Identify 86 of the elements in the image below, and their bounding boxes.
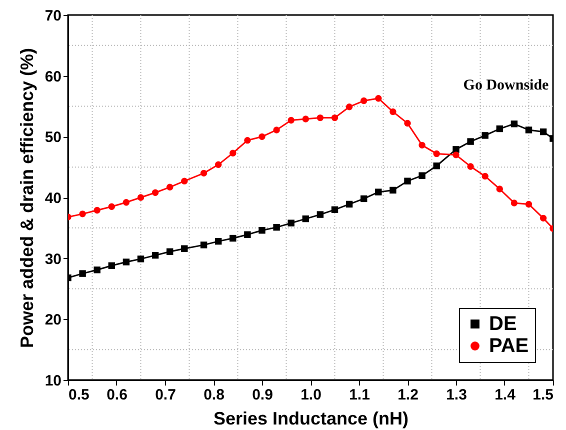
point bbox=[108, 203, 116, 210]
point bbox=[230, 150, 236, 156]
x-tick-label: 1.2 bbox=[398, 386, 418, 404]
x-tick-label: 1.5 bbox=[532, 386, 554, 404]
point bbox=[214, 161, 222, 168]
annotation: Go Downside bbox=[463, 77, 550, 94]
point bbox=[258, 226, 266, 234]
x-tick-label: 1.3 bbox=[446, 386, 467, 404]
x-tick-label: 0.6 bbox=[106, 386, 128, 404]
point bbox=[360, 97, 368, 104]
x-tick-label: 1.0 bbox=[300, 386, 322, 404]
point bbox=[540, 214, 547, 222]
legend-label: PAE bbox=[489, 335, 529, 357]
point bbox=[122, 258, 130, 266]
point bbox=[200, 170, 208, 177]
point bbox=[108, 262, 116, 269]
point bbox=[152, 252, 159, 259]
x-tick-label: 0.9 bbox=[252, 386, 273, 404]
point bbox=[244, 231, 251, 238]
point bbox=[346, 104, 353, 110]
point bbox=[166, 184, 174, 191]
point bbox=[540, 128, 547, 136]
y-axis-title: Power added & drain efficiency (%) bbox=[16, 48, 37, 348]
point bbox=[346, 200, 353, 208]
point bbox=[137, 194, 144, 201]
point bbox=[94, 206, 100, 214]
point bbox=[288, 220, 294, 226]
point bbox=[404, 178, 411, 184]
x-tick-label: 1.4 bbox=[494, 386, 516, 404]
x-tick-label: 0.5 bbox=[68, 386, 90, 404]
point bbox=[433, 162, 440, 170]
point bbox=[375, 94, 382, 102]
point bbox=[244, 136, 251, 144]
point bbox=[418, 172, 426, 179]
point bbox=[496, 125, 504, 132]
point bbox=[181, 178, 188, 184]
point bbox=[525, 200, 532, 208]
x-axis-title: Series Inductance (nH) bbox=[213, 408, 409, 428]
point bbox=[375, 188, 382, 196]
point bbox=[137, 256, 144, 262]
point bbox=[273, 224, 280, 231]
point bbox=[482, 132, 488, 139]
point bbox=[273, 126, 280, 134]
y-tick-label: 10 bbox=[44, 372, 62, 390]
point bbox=[404, 120, 411, 127]
point bbox=[302, 215, 310, 222]
point bbox=[200, 242, 208, 248]
y-tick-label: 30 bbox=[44, 250, 62, 268]
point bbox=[79, 270, 86, 277]
point bbox=[166, 248, 174, 255]
point bbox=[302, 116, 310, 122]
point bbox=[316, 211, 324, 218]
point bbox=[288, 116, 294, 124]
y-tick-label: 60 bbox=[44, 68, 62, 86]
point bbox=[122, 199, 130, 206]
point bbox=[467, 163, 474, 170]
x-tick-label: 1.1 bbox=[349, 386, 370, 404]
y-tick-label: 20 bbox=[44, 312, 62, 329]
point bbox=[525, 126, 532, 134]
point bbox=[510, 200, 518, 206]
point bbox=[94, 266, 100, 274]
point bbox=[433, 150, 440, 158]
legend-label: DE bbox=[489, 313, 517, 335]
x-tick-label: 0.8 bbox=[204, 386, 224, 404]
y-tick-label: 40 bbox=[44, 190, 62, 207]
point bbox=[181, 245, 188, 252]
x-tick-label: 0.7 bbox=[155, 386, 176, 404]
point bbox=[510, 120, 518, 128]
point bbox=[496, 186, 504, 192]
point bbox=[230, 234, 236, 242]
point bbox=[390, 186, 396, 194]
point bbox=[258, 133, 266, 140]
point bbox=[390, 108, 396, 116]
point bbox=[452, 152, 460, 158]
point bbox=[152, 189, 159, 196]
point bbox=[418, 142, 426, 149]
point bbox=[360, 195, 368, 202]
point bbox=[316, 114, 324, 122]
y-tick-label: 50 bbox=[44, 129, 62, 146]
point bbox=[79, 210, 86, 218]
point bbox=[482, 172, 488, 180]
point bbox=[467, 138, 474, 145]
point bbox=[214, 238, 222, 245]
y-tick-label: 70 bbox=[44, 8, 62, 24]
point bbox=[331, 206, 338, 214]
point bbox=[331, 114, 338, 122]
